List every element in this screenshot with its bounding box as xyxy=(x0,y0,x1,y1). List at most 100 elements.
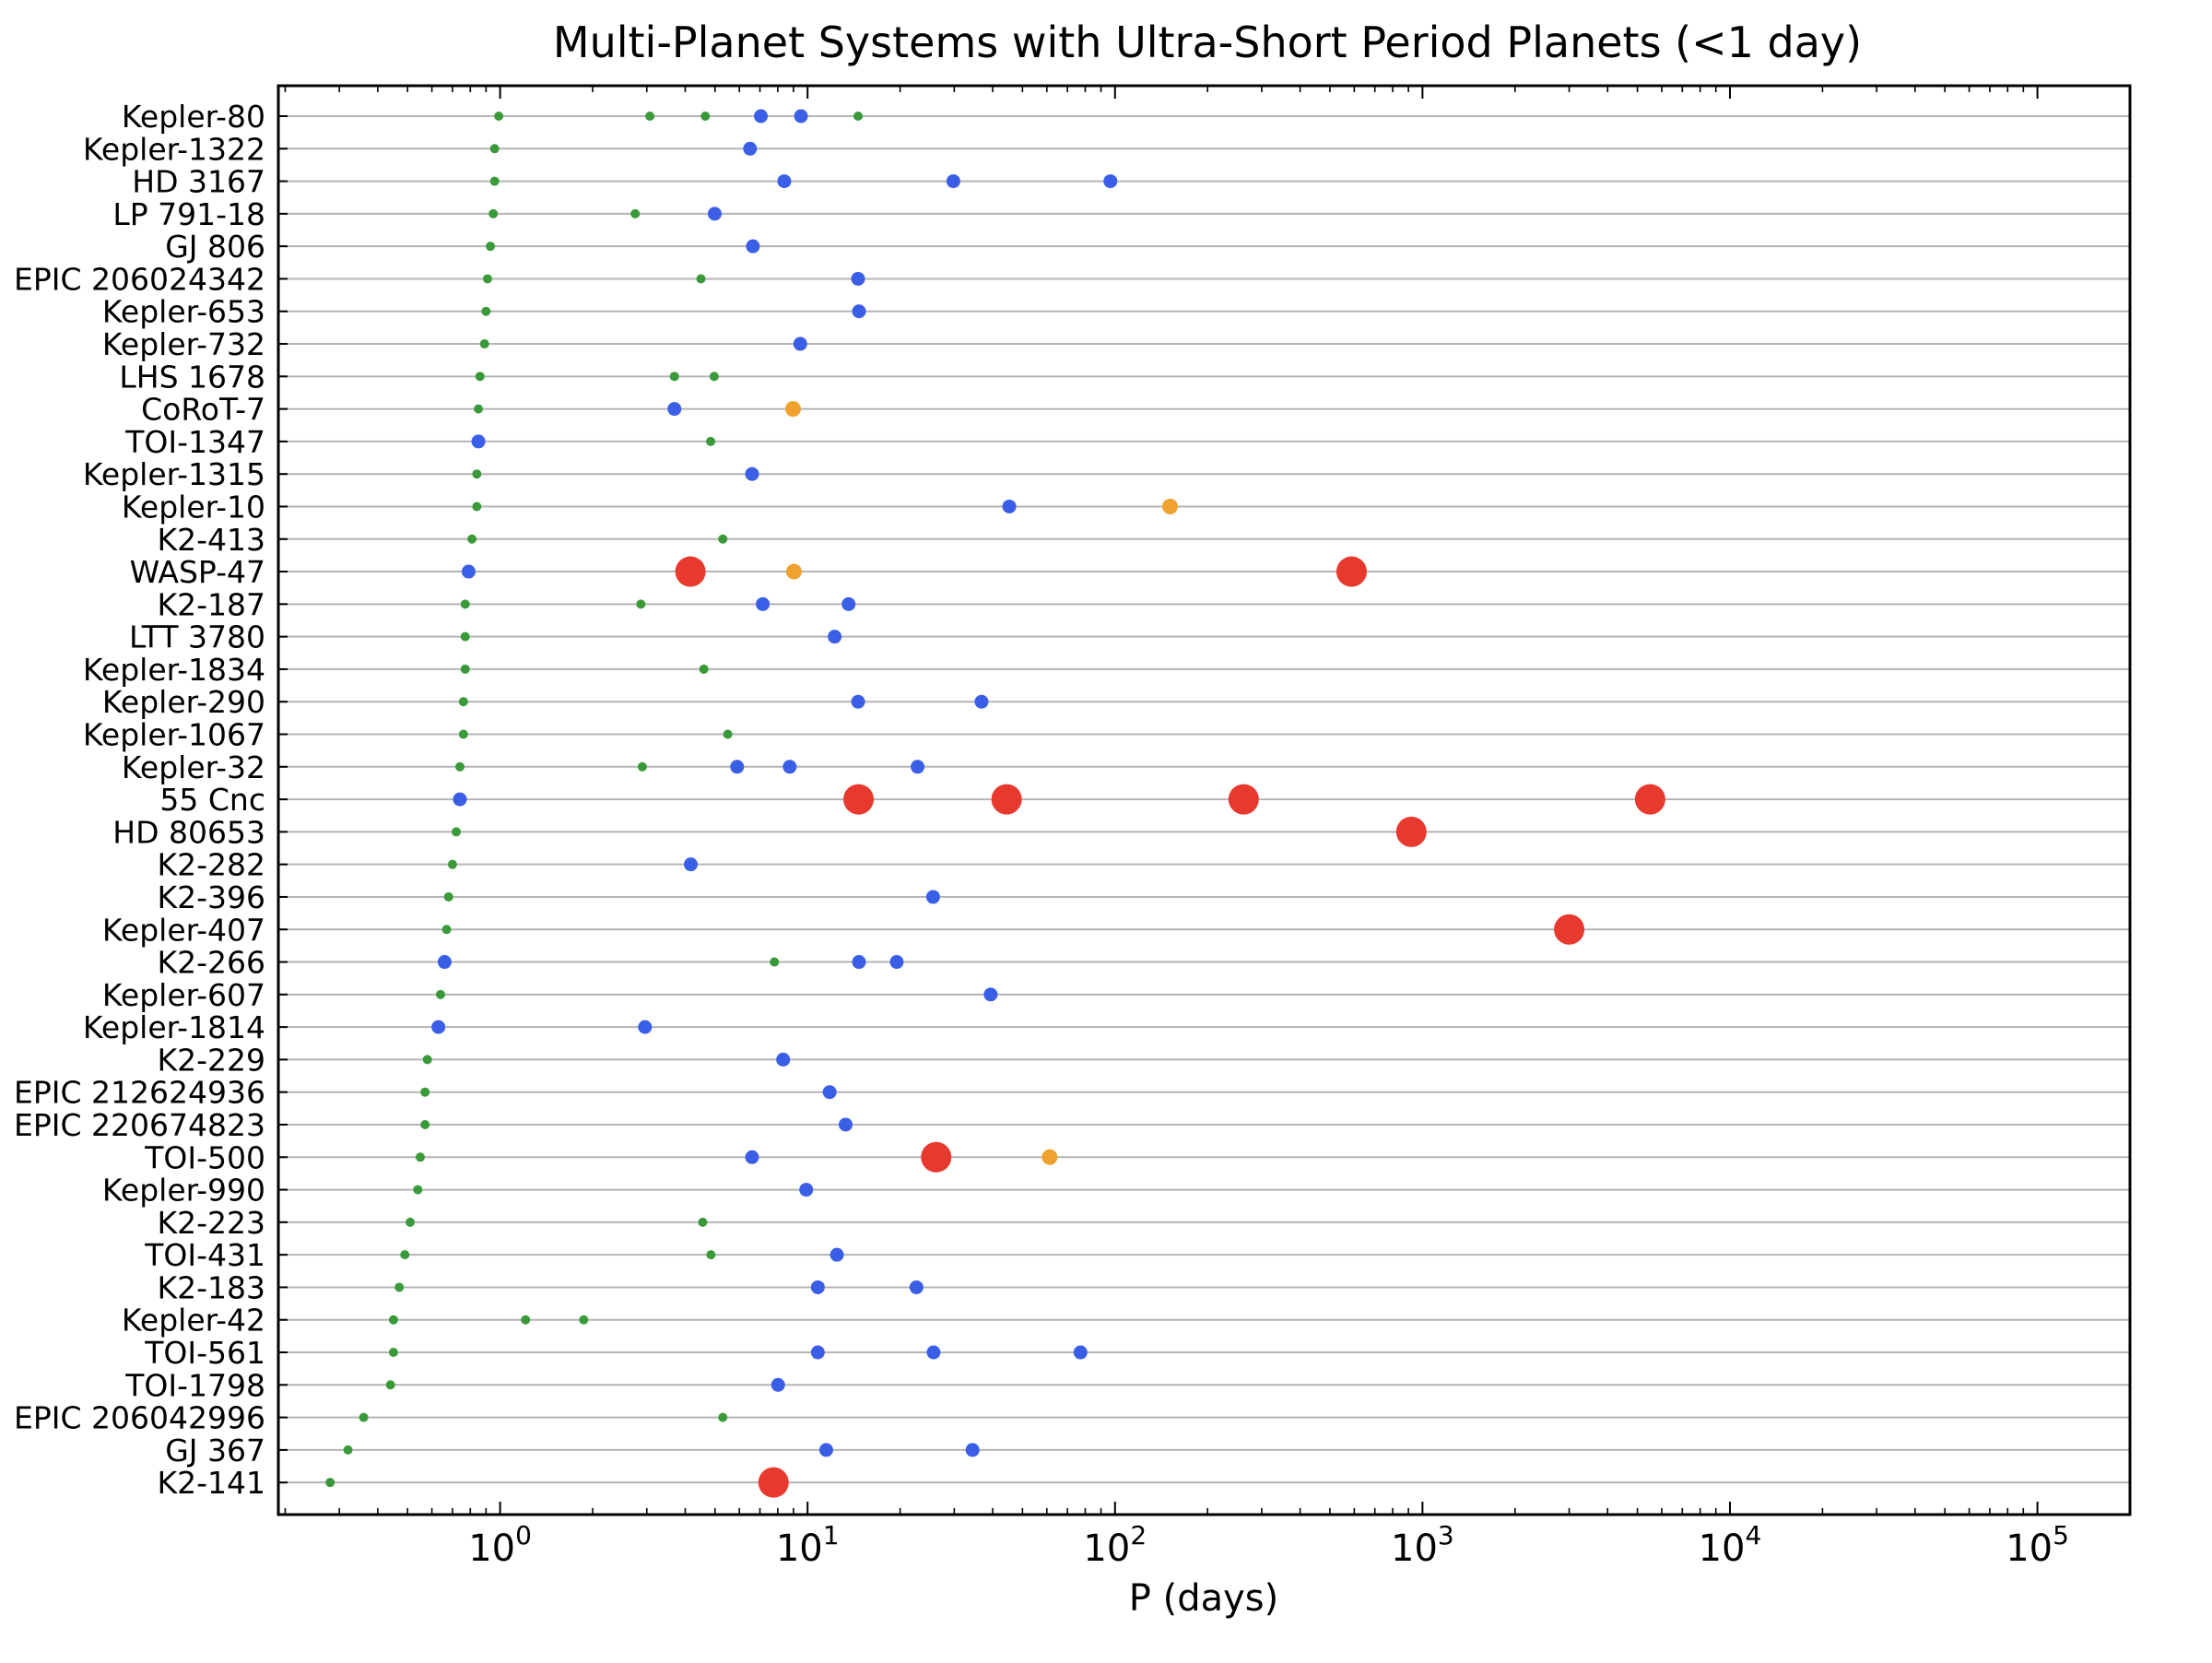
y-tick-label: TOI-561 xyxy=(144,1335,265,1371)
y-tick-label: Kepler-1315 xyxy=(83,456,265,492)
y-tick-label: TOI-431 xyxy=(144,1237,265,1273)
planet-point xyxy=(696,274,706,284)
y-tick-label: 55 Cnc xyxy=(159,782,265,818)
y-tick-label: HD 80653 xyxy=(112,814,265,850)
plot-frame xyxy=(276,84,2132,1516)
y-tick-label: WASP-47 xyxy=(130,554,265,590)
planet-point xyxy=(709,372,719,382)
planet-point xyxy=(909,1280,924,1294)
y-tick-label: K2-223 xyxy=(157,1205,265,1241)
y-tick-label: EPIC 220674823 xyxy=(14,1107,265,1143)
planet-point xyxy=(754,109,769,124)
planet-point xyxy=(1073,1345,1088,1360)
planet-point xyxy=(1228,784,1259,815)
planet-point xyxy=(946,174,960,189)
planet-point xyxy=(1002,499,1017,513)
planet-point xyxy=(718,534,728,544)
y-tick-label: GJ 806 xyxy=(165,229,265,265)
planet-point xyxy=(437,955,452,970)
x-tick-label-base: 10 xyxy=(468,1527,515,1570)
x-tick-label-base: 10 xyxy=(1391,1527,1438,1570)
x-tick-label: 104 xyxy=(1699,1520,1762,1570)
grid-lines xyxy=(278,115,2130,1484)
chart-title: Multi-Planet Systems with Ultra-Short Pe… xyxy=(553,18,1862,67)
x-tick-label-base: 10 xyxy=(1699,1527,1746,1570)
planet-point xyxy=(776,1052,791,1067)
y-tick-label: LHS 1678 xyxy=(119,359,265,395)
planet-point xyxy=(489,144,500,154)
planet-point xyxy=(852,955,866,970)
planet-point xyxy=(453,792,467,807)
planet-point xyxy=(782,760,797,774)
y-tick-label: K2-266 xyxy=(157,945,265,981)
planet-point xyxy=(486,242,496,252)
planet-point xyxy=(707,206,722,221)
planet-point xyxy=(784,401,801,418)
y-tick-label: Kepler-290 xyxy=(102,684,265,720)
planet-point xyxy=(413,1185,423,1195)
x-tick-label-exponent: 0 xyxy=(515,1520,532,1551)
planet-point xyxy=(794,109,808,124)
planet-point xyxy=(1103,174,1118,189)
planet-point xyxy=(853,112,864,121)
planet-point xyxy=(730,760,745,774)
planet-point xyxy=(841,596,856,611)
planet-point xyxy=(828,630,842,644)
planet-point xyxy=(461,564,476,579)
y-tick-label: Kepler-32 xyxy=(122,749,265,785)
planet-point xyxy=(479,339,489,349)
planet-point xyxy=(579,1315,589,1325)
x-tick-label-exponent: 4 xyxy=(1746,1520,1762,1551)
planet-point xyxy=(494,112,504,121)
planet-point xyxy=(488,208,499,218)
planet-point xyxy=(921,1141,952,1173)
y-tick-label: K2-413 xyxy=(157,522,265,558)
y-tick-label: LP 791-18 xyxy=(112,196,265,232)
planet-point xyxy=(743,141,758,156)
y-tick-label: EPIC 206024342 xyxy=(14,261,265,297)
planet-point xyxy=(777,174,792,189)
x-tick-labels: 100 101 102 103 104 105 xyxy=(468,1520,2069,1570)
planet-point xyxy=(1634,784,1665,815)
x-tick-label-base: 10 xyxy=(2006,1527,2053,1570)
planet-point xyxy=(471,434,486,449)
y-tick-label: GJ 367 xyxy=(165,1433,265,1468)
y-tick-label: TOI-1798 xyxy=(124,1367,265,1403)
planet-point xyxy=(475,372,485,382)
planet-point xyxy=(482,274,492,284)
planet-point xyxy=(974,694,989,709)
planet-point xyxy=(700,112,711,121)
y-tick-label: CoRoT-7 xyxy=(141,392,265,428)
planet-points xyxy=(325,109,1665,1498)
planet-point xyxy=(467,534,477,544)
planet-point xyxy=(926,1345,941,1360)
y-tick-label: LTT 3780 xyxy=(129,619,265,655)
y-tick-label: Kepler-1067 xyxy=(83,717,265,753)
y-tick-label: Kepler-10 xyxy=(122,489,265,525)
planet-point xyxy=(460,664,470,674)
planet-point xyxy=(793,336,807,351)
planet-point xyxy=(431,1020,446,1034)
planet-point xyxy=(388,1348,398,1358)
planet-point xyxy=(400,1250,410,1260)
y-tick-label: EPIC 206042996 xyxy=(14,1400,265,1436)
planet-point xyxy=(851,694,865,709)
planet-point xyxy=(1041,1149,1058,1165)
planet-point xyxy=(481,306,491,316)
planet-point xyxy=(745,1150,759,1164)
planet-point xyxy=(675,556,706,587)
planet-point xyxy=(839,1117,853,1132)
planet-point xyxy=(911,760,925,774)
y-tick-label: Kepler-1814 xyxy=(83,1009,265,1045)
y-tick-label: K2-396 xyxy=(157,879,265,915)
y-tick-label: K2-229 xyxy=(157,1042,265,1078)
planet-point xyxy=(474,404,484,414)
planet-point xyxy=(852,304,866,319)
planet-point xyxy=(745,466,759,481)
planet-point xyxy=(636,599,646,609)
y-tick-label: K2-282 xyxy=(157,847,265,883)
x-tick-label-base: 10 xyxy=(1083,1527,1130,1570)
x-axis-title: P (days) xyxy=(1129,1577,1278,1620)
